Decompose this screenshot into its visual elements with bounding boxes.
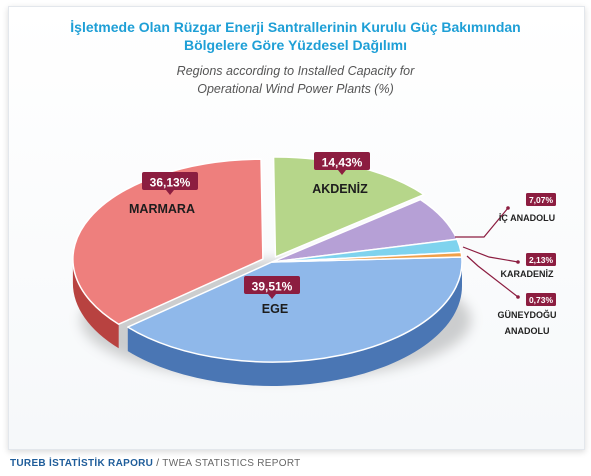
footer-separator: / [156,458,160,469]
pie-slice-side-ege [127,262,462,387]
category-label-guneydogu-anadolu-line-2: ANADOLU [505,326,550,336]
value-label-akdeniz-box [314,152,370,170]
value-label-karadeniz: 2,13% [526,253,556,266]
category-label-marmara: MARMARA [129,202,195,216]
value-label-guneydogu-anadolu: 0,73% [526,293,556,306]
chart-subtitle-line-1: Regions according to Installed Capacity … [176,64,415,78]
chart-subtitle: Regions according to Installed Capacity … [0,62,591,98]
value-label-guneydogu-anadolu-box [526,293,556,306]
leader-dot-guneydogu-anadolu [516,295,520,299]
value-label-akdeniz-text: 14,43% [322,156,363,170]
value-label-ege: 39,51% [244,276,300,299]
value-label-marmara-pointer [166,190,174,195]
footer-english: TWEA STATISTICS REPORT [162,458,301,469]
pie-slice-side-marmara [72,259,119,349]
value-label-marmara-text: 36,13% [150,176,191,190]
category-label-karadeniz: KARADENİZ [501,269,555,279]
chart-title: İşletmede Olan Rüzgar Enerji Santralleri… [0,18,591,54]
value-label-karadeniz-box [526,253,556,266]
value-label-ic-anadolu: 7,07% [526,193,556,206]
leader-line-karadeniz [462,246,519,263]
pie-slice-marmara [72,158,264,325]
footer-brand: TUREB İSTATİSTİK RAPORU [10,458,154,469]
report-footer: TUREB İSTATİSTİK RAPORU / TWEA STATISTIC… [10,458,301,469]
chart-title-line-2: Bölgelere Göre Yüzdesel Dağılımı [183,37,408,53]
leader-line-ic-anadolu [455,207,509,238]
category-label-guneydogu-anadolu-line-1: GÜNEYDOĞU [497,309,556,320]
value-label-ic-anadolu-text: 7,07% [529,195,554,205]
category-label-ic-anadolu: İÇ ANADOLU [499,213,555,223]
value-label-akdeniz: 14,43% [314,152,370,175]
pie-slice-guneydogu-anadolu [271,251,463,263]
leader-dot-ic-anadolu [506,206,510,210]
category-label-akdeniz: AKDENİZ [312,181,368,196]
value-label-ege-text: 39,51% [252,280,293,294]
category-label-ege: EGE [262,302,288,316]
leader-dot-karadeniz [516,260,520,264]
chart-title-line-1: İşletmede Olan Rüzgar Enerji Santralleri… [70,19,521,35]
pie-slice-ege [127,256,463,363]
value-label-ege-pointer [268,294,276,299]
value-label-akdeniz-pointer [338,170,346,175]
value-label-karadeniz-text: 2,13% [529,255,554,265]
value-label-marmara: 36,13% [142,172,198,195]
chart-subtitle-line-2: Operational Wind Power Plants (%) [197,82,394,96]
value-label-guneydogu-anadolu-text: 0,73% [529,295,554,305]
value-label-ege-box [244,276,300,294]
value-label-marmara-box [142,172,198,190]
leader-line-guneydogu-anadolu [466,255,519,298]
value-label-ic-anadolu-box [526,193,556,206]
